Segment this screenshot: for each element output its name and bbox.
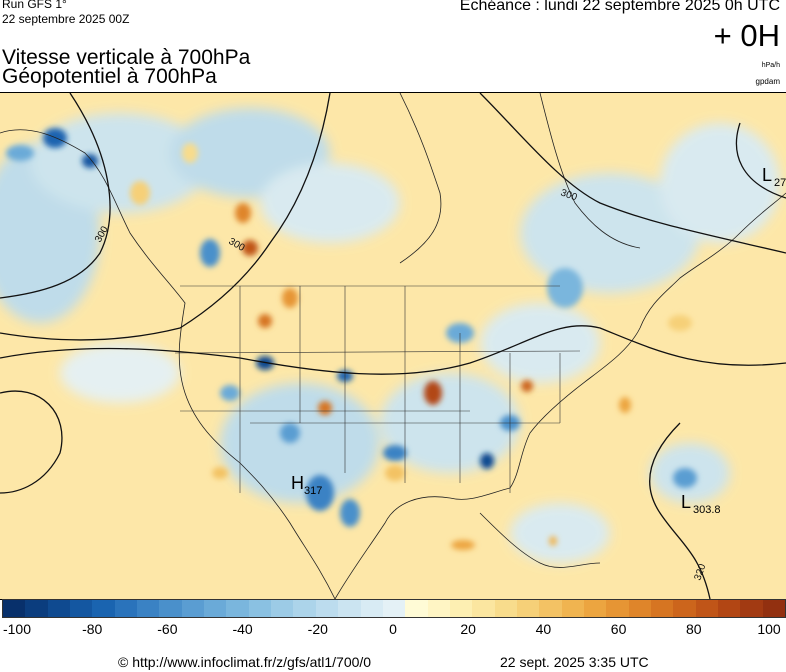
colorbar-swatch [740,600,763,617]
source-credit: © http://www.infoclimat.fr/z/gfs/atl1/70… [118,654,372,670]
colorbar-swatch [338,600,361,617]
colorbar-swatch [3,600,26,617]
colorbar-tick-label: 100 [757,621,781,637]
colorbar-swatch [583,600,607,617]
colorbar [2,599,786,618]
colorbar-swatch [628,600,651,617]
run-date: 22 septembre 2025 00Z [2,12,130,26]
colorbar-swatch [561,600,584,617]
geopotential-contours [0,93,786,599]
colorbar-swatch [204,600,227,617]
colorbar-swatch [695,600,718,617]
colorbar-swatch [718,600,741,617]
colorbar-swatch [159,600,182,617]
issue-time: 22 sept. 2025 3:35 UTC [500,654,649,670]
colorbar-swatch [650,600,674,617]
colorbar-swatch [360,600,383,617]
map-title-secondary: Géopotentiel à 700hPa [2,65,217,88]
low-pressure-marker: L [762,165,772,185]
colorbar-swatch [137,600,160,617]
weather-map: 300 300 300 320 L 27 H 317 L 303.8 [0,92,786,600]
colorbar-swatch [449,600,473,617]
low-pressure-value: 303.8 [693,504,721,516]
high-pressure-value: 317 [304,485,322,497]
colorbar-tick-label: 0 [389,621,397,637]
colorbar-swatch [226,600,249,617]
colorbar-swatch [472,600,495,617]
coastlines [0,93,786,599]
colorbar-swatch [762,600,786,617]
colorbar-swatch [25,600,48,617]
colorbar-swatch [427,600,450,617]
colorbar-swatch [516,600,540,617]
colorbar-swatch [271,600,294,617]
colorbar-swatch [405,600,428,617]
colorbar-swatch [606,600,629,617]
colorbar-swatch [494,600,517,617]
unit-secondary: gpdam [755,77,780,86]
pressure-systems: L 27 H 317 L 303.8 [291,165,786,516]
colorbar-swatch [293,600,316,617]
colorbar-swatch [47,600,71,617]
colorbar-swatch [70,600,93,617]
colorbar-tick-label: 60 [610,621,627,637]
run-label: Run GFS 1° [2,0,67,11]
colorbar-swatch [114,600,138,617]
colorbar-tick-label: -100 [2,621,32,637]
low-pressure-marker: L [681,492,691,512]
colorbar-swatch [673,600,696,617]
colorbar-tick-label: -20 [307,621,328,637]
forecast-valid-time: Echéance : lundi 22 septembre 2025 0h UT… [459,0,780,14]
strong-descent-cells [130,143,692,550]
colorbar-tick-label: 40 [535,621,552,637]
low-pressure-value: 27 [774,177,786,189]
ascent-regions [0,108,780,563]
colorbar-swatch [248,600,272,617]
high-pressure-marker: H [291,473,304,493]
map-title-primary: Vitesse verticale à 700hPa [2,46,251,69]
unit-primary: hPa/h [761,62,780,69]
colorbar-tick-label: -80 [82,621,103,637]
colorbar-swatch [92,600,115,617]
colorbar-swatch [539,600,562,617]
colorbar-tick-label: -60 [157,621,178,637]
colorbar-swatch [181,600,205,617]
colorbar-swatch [315,600,339,617]
state-borders [174,285,581,493]
forecast-offset: + 0H [713,18,780,53]
colorbar-swatch [382,600,406,617]
colorbar-tick-label: -40 [232,621,253,637]
colorbar-tick-label: 80 [686,621,702,637]
colorbar-tick-label: 20 [460,621,476,637]
